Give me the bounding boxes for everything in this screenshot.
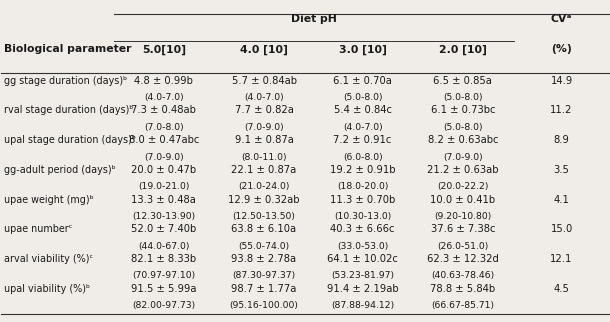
Text: 40.3 ± 6.66c: 40.3 ± 6.66c (331, 224, 395, 234)
Text: upal viability (%)ᵇ: upal viability (%)ᵇ (4, 284, 90, 294)
Text: (66.67-85.71): (66.67-85.71) (431, 301, 494, 310)
Text: 8.9: 8.9 (554, 135, 570, 145)
Text: 93.8 ± 2.78a: 93.8 ± 2.78a (231, 254, 296, 264)
Text: (12.30-13.90): (12.30-13.90) (132, 212, 195, 221)
Text: (4.0-7.0): (4.0-7.0) (144, 93, 184, 102)
Text: CVᵃ: CVᵃ (551, 14, 572, 24)
Text: arval viability (%)ᶜ: arval viability (%)ᶜ (4, 254, 93, 264)
Text: 8.0 ± 0.47abc: 8.0 ± 0.47abc (129, 135, 199, 145)
Text: (55.0-74.0): (55.0-74.0) (239, 242, 290, 251)
Text: 7.2 ± 0.91c: 7.2 ± 0.91c (334, 135, 392, 145)
Text: (70.97-97.10): (70.97-97.10) (132, 271, 195, 280)
Text: Diet pH: Diet pH (291, 14, 337, 24)
Text: (7.0-9.0): (7.0-9.0) (144, 153, 184, 162)
Text: 15.0: 15.0 (550, 224, 573, 234)
Text: 21.2 ± 0.63ab: 21.2 ± 0.63ab (427, 165, 498, 175)
Text: (12.50-13.50): (12.50-13.50) (232, 212, 295, 221)
Text: (44.0-67.0): (44.0-67.0) (138, 242, 190, 251)
Text: (82.00-97.73): (82.00-97.73) (132, 301, 195, 310)
Text: (26.0-51.0): (26.0-51.0) (437, 242, 489, 251)
Text: 37.6 ± 7.38c: 37.6 ± 7.38c (431, 224, 495, 234)
Text: (4.0-7.0): (4.0-7.0) (244, 93, 284, 102)
Text: 6.5 ± 0.85a: 6.5 ± 0.85a (434, 76, 492, 86)
Text: 11.2: 11.2 (550, 106, 573, 116)
Text: upal stage duration (days)ᵇ: upal stage duration (days)ᵇ (4, 135, 136, 145)
Text: 64.1 ± 10.02c: 64.1 ± 10.02c (327, 254, 398, 264)
Text: (33.0-53.0): (33.0-53.0) (337, 242, 389, 251)
Text: 14.9: 14.9 (550, 76, 573, 86)
Text: 4.5: 4.5 (554, 284, 570, 294)
Text: gg stage duration (days)ᵇ: gg stage duration (days)ᵇ (4, 76, 127, 86)
Text: (20.0-22.2): (20.0-22.2) (437, 182, 489, 191)
Text: 3.0 [10]: 3.0 [10] (339, 44, 387, 55)
Text: 52.0 ± 7.40b: 52.0 ± 7.40b (131, 224, 196, 234)
Text: 78.8 ± 5.84b: 78.8 ± 5.84b (430, 284, 495, 294)
Text: (%): (%) (551, 44, 572, 54)
Text: 10.0 ± 0.41b: 10.0 ± 0.41b (430, 194, 495, 204)
Text: 20.0 ± 0.47b: 20.0 ± 0.47b (131, 165, 196, 175)
Text: 8.2 ± 0.63abc: 8.2 ± 0.63abc (428, 135, 498, 145)
Text: 7.7 ± 0.82a: 7.7 ± 0.82a (235, 106, 293, 116)
Text: 6.1 ± 0.73bc: 6.1 ± 0.73bc (431, 106, 495, 116)
Text: 3.5: 3.5 (554, 165, 570, 175)
Text: (87.88-94.12): (87.88-94.12) (331, 301, 394, 310)
Text: Biological parameter: Biological parameter (4, 44, 132, 54)
Text: upae numberᶜ: upae numberᶜ (4, 224, 73, 234)
Text: 4.1: 4.1 (554, 194, 570, 204)
Text: (10.30-13.0): (10.30-13.0) (334, 212, 391, 221)
Text: rval stage duration (days)ᵇ: rval stage duration (days)ᵇ (4, 106, 134, 116)
Text: 12.9 ± 0.32ab: 12.9 ± 0.32ab (228, 194, 300, 204)
Text: 11.3 ± 0.70b: 11.3 ± 0.70b (330, 194, 395, 204)
Text: (7.0-9.0): (7.0-9.0) (244, 123, 284, 132)
Text: 2.0 [10]: 2.0 [10] (439, 44, 487, 55)
Text: (8.0-11.0): (8.0-11.0) (242, 153, 287, 162)
Text: 82.1 ± 8.33b: 82.1 ± 8.33b (131, 254, 196, 264)
Text: 5.7 ± 0.84ab: 5.7 ± 0.84ab (232, 76, 296, 86)
Text: (40.63-78.46): (40.63-78.46) (431, 271, 495, 280)
Text: 98.7 ± 1.77a: 98.7 ± 1.77a (231, 284, 296, 294)
Text: 5.0[10]: 5.0[10] (142, 44, 186, 55)
Text: 91.5 ± 5.99a: 91.5 ± 5.99a (131, 284, 196, 294)
Text: 12.1: 12.1 (550, 254, 573, 264)
Text: (21.0-24.0): (21.0-24.0) (239, 182, 290, 191)
Text: 91.4 ± 2.19ab: 91.4 ± 2.19ab (327, 284, 398, 294)
Text: 63.8 ± 6.10a: 63.8 ± 6.10a (231, 224, 296, 234)
Text: (5.0-8.0): (5.0-8.0) (443, 123, 483, 132)
Text: (87.30-97.37): (87.30-97.37) (232, 271, 296, 280)
Text: (6.0-8.0): (6.0-8.0) (343, 153, 382, 162)
Text: 9.1 ± 0.87a: 9.1 ± 0.87a (235, 135, 293, 145)
Text: (5.0-8.0): (5.0-8.0) (443, 93, 483, 102)
Text: 13.3 ± 0.48a: 13.3 ± 0.48a (131, 194, 196, 204)
Text: 22.1 ± 0.87a: 22.1 ± 0.87a (231, 165, 296, 175)
Text: upae weight (mg)ᵇ: upae weight (mg)ᵇ (4, 194, 94, 204)
Text: (7.0-9.0): (7.0-9.0) (443, 153, 483, 162)
Text: 19.2 ± 0.91b: 19.2 ± 0.91b (330, 165, 395, 175)
Text: 5.4 ± 0.84c: 5.4 ± 0.84c (334, 106, 392, 116)
Text: (53.23-81.97): (53.23-81.97) (331, 271, 394, 280)
Text: 4.0 [10]: 4.0 [10] (240, 44, 288, 55)
Text: (7.0-8.0): (7.0-8.0) (144, 123, 184, 132)
Text: 6.1 ± 0.70a: 6.1 ± 0.70a (333, 76, 392, 86)
Text: 4.8 ± 0.99b: 4.8 ± 0.99b (134, 76, 193, 86)
Text: 62.3 ± 12.32d: 62.3 ± 12.32d (427, 254, 499, 264)
Text: (19.0-21.0): (19.0-21.0) (138, 182, 190, 191)
Text: (95.16-100.00): (95.16-100.00) (229, 301, 298, 310)
Text: gg-adult period (days)ᵇ: gg-adult period (days)ᵇ (4, 165, 116, 175)
Text: (5.0-8.0): (5.0-8.0) (343, 93, 382, 102)
Text: (9.20-10.80): (9.20-10.80) (434, 212, 492, 221)
Text: (4.0-7.0): (4.0-7.0) (343, 123, 382, 132)
Text: (18.0-20.0): (18.0-20.0) (337, 182, 389, 191)
Text: 7.3 ± 0.48ab: 7.3 ± 0.48ab (131, 106, 196, 116)
